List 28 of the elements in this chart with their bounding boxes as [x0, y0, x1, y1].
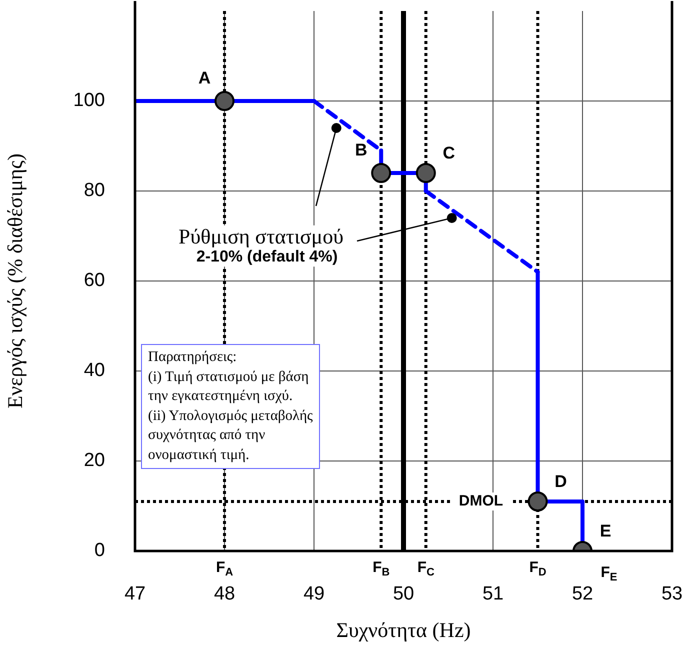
- y-axis-title: Ενεργός ισχύς (% διαθέσιμης): [3, 154, 28, 408]
- y-tick-label: 60: [84, 270, 105, 292]
- annotation: A: [198, 68, 211, 88]
- point: [371, 163, 392, 183]
- y-tick-label: 20: [84, 450, 105, 472]
- ref-line-label: DMOL: [458, 492, 504, 510]
- x-tick-label: 53: [661, 584, 683, 605]
- x-axis-title: Συχνότητα (Hz): [336, 618, 471, 642]
- x-tick-label: 52: [572, 584, 594, 605]
- y-tick-label: 0: [94, 540, 105, 562]
- x-tick-label: 49: [303, 584, 325, 605]
- point: [214, 91, 234, 111]
- annotation: 2-10% (default 4%): [196, 248, 338, 266]
- y-tick-label: 80: [84, 180, 105, 202]
- x-tick-label: 51: [482, 584, 504, 605]
- y-tick-label: 100: [73, 90, 105, 112]
- annotation: D: [554, 472, 567, 492]
- point: [528, 492, 548, 512]
- annotation: C: [442, 144, 456, 163]
- x-tick-label: 48: [214, 584, 236, 605]
- x-tick-label: 47: [124, 584, 146, 605]
- annotation: E: [600, 522, 612, 541]
- annotation: Παρατηρήσεις: (i) Τιμή στατισμού με βάση την εγκατεστημένη ισχύ. (ii) Υπολογισμός μεταβολής συχνότητας από την ονομαστική τιμή.: [141, 344, 320, 469]
- x-tick-label: 50: [392, 584, 414, 605]
- y-tick-label: 40: [84, 360, 105, 382]
- point: [416, 163, 436, 183]
- annotation: Ρύθμιση στατισμού: [178, 224, 344, 249]
- annotation: B: [354, 140, 368, 160]
